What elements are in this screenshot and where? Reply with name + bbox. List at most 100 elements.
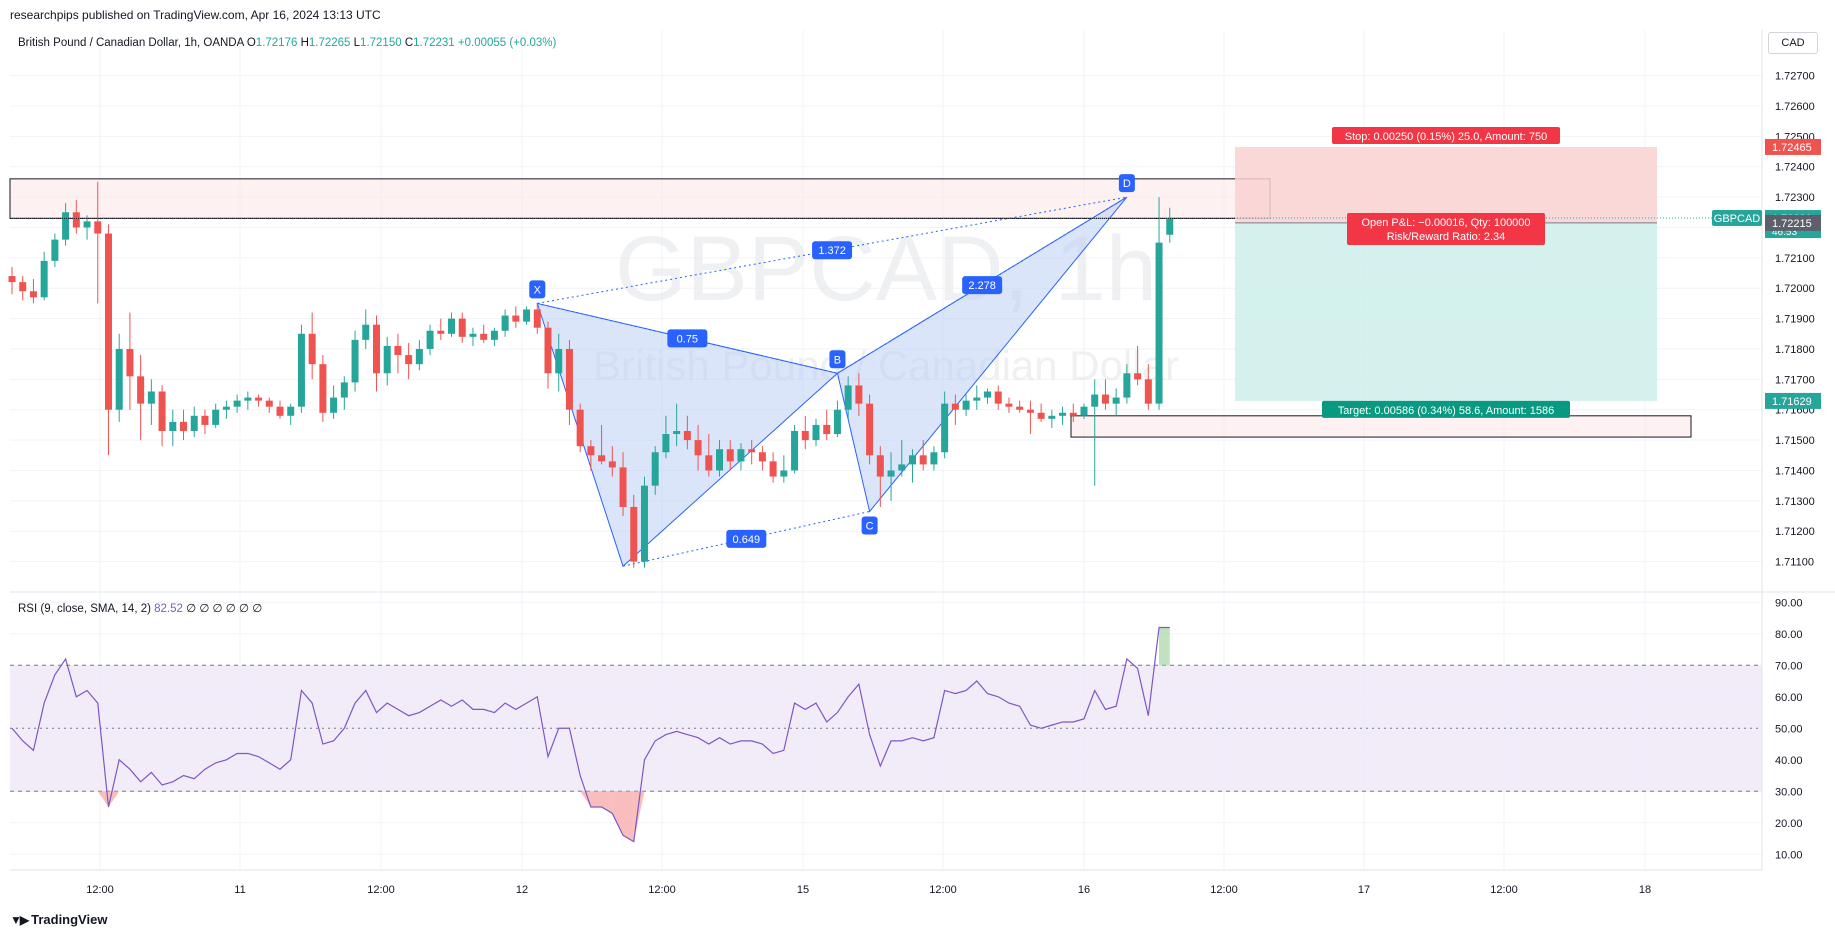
candle-body [1048, 415, 1056, 419]
tradingview-logo[interactable]: ▼▶ TradingView [10, 912, 107, 927]
candle-body [29, 291, 37, 298]
rsi-line [11, 626, 1170, 843]
ratio-label-bg [726, 529, 767, 548]
candle [780, 455, 788, 483]
candle-body [40, 260, 48, 298]
candle [726, 440, 734, 471]
candle-body [823, 424, 831, 435]
candle-body [587, 446, 595, 456]
legend: British Pound / Canadian Dollar, 1h, OAN… [18, 37, 557, 615]
currency-button[interactable]: CAD [1768, 32, 1818, 54]
candle-body [769, 461, 777, 477]
point-label-text: X [534, 284, 542, 296]
candle-body [458, 318, 466, 337]
candle [962, 394, 970, 416]
candle [126, 312, 134, 410]
price-tick-label: 1.71500 [1775, 435, 1815, 447]
candle-body [212, 409, 220, 425]
candle [233, 394, 241, 413]
candle-body [876, 455, 884, 477]
candle [1144, 364, 1152, 410]
position-labels: Stop: 0.00250 (0.15%) 25.0, Amount: 750 O… [1322, 126, 1570, 418]
candle-body [469, 333, 477, 337]
candle [640, 476, 648, 568]
candle [490, 327, 498, 346]
candle [1155, 197, 1163, 410]
candle-body [673, 430, 681, 435]
rsi-oversold-fill [97, 791, 109, 808]
candle [212, 403, 220, 428]
candle [791, 424, 799, 474]
candle-body [405, 355, 413, 365]
candle [372, 315, 380, 392]
candle [951, 394, 959, 425]
legend-part: O [247, 37, 256, 49]
price-tick-label: 1.72700 [1775, 71, 1815, 83]
time-tick-label: 18 [1639, 884, 1651, 896]
candle [469, 327, 477, 346]
price-tag-countdown: 46:53 [1772, 227, 1797, 238]
ratio-label-text: 2.278 [968, 280, 996, 292]
candle-body [748, 449, 756, 453]
ratio-label-bg [667, 329, 708, 348]
symbol-tag-bg [1712, 210, 1762, 227]
stop-label-bg [1332, 126, 1560, 144]
point-label-bg [1118, 174, 1135, 193]
candle-body [984, 391, 992, 398]
candle [908, 449, 916, 483]
candle [523, 306, 531, 325]
ratio-line [837, 196, 1128, 374]
point-label-text: C [866, 520, 874, 532]
candle-body [297, 333, 305, 407]
candle-body [222, 406, 230, 410]
candle [458, 312, 466, 343]
candle [29, 279, 37, 304]
candle [866, 394, 874, 465]
candle [394, 333, 402, 374]
candle-body [62, 212, 70, 240]
candle-body [319, 364, 327, 413]
ratio-label-text: 0.649 [733, 534, 761, 546]
rsi-oversold-fill [580, 791, 591, 808]
candle-body [244, 397, 252, 401]
candle-body [919, 455, 927, 465]
rsi-tick-label: 60.00 [1775, 692, 1803, 704]
candle [1037, 403, 1045, 422]
candle-body [330, 397, 338, 413]
price-tick-label: 1.72100 [1775, 253, 1815, 265]
candle-body [855, 385, 863, 404]
ratio-line [537, 302, 838, 374]
candle-body [1166, 218, 1174, 235]
rsi-oversold-fill [612, 791, 624, 836]
rsi-tick-label: 80.00 [1775, 629, 1803, 641]
candle-body [1059, 412, 1067, 416]
rsi-legend: RSI (9, close, SMA, 14, 2) 82.52 ∅ ∅ ∅ ∅… [18, 603, 262, 615]
candle-body [640, 485, 648, 562]
candle-body [190, 415, 198, 431]
candle [83, 215, 91, 240]
candle [673, 403, 681, 447]
candle-body [833, 409, 841, 435]
rsi-legend-part: 82.52 [154, 603, 186, 615]
price-tag: 1.72215 [1765, 214, 1821, 231]
candle [62, 203, 70, 246]
candle [994, 385, 1002, 410]
candle [716, 440, 724, 477]
tradingview-logo-text: TradingView [31, 912, 108, 927]
price-tag-value: 1.72465 [1772, 142, 1812, 154]
candle-body [94, 221, 102, 234]
stop-area [1235, 146, 1657, 223]
candle [555, 333, 563, 392]
candle [297, 324, 305, 413]
candle [201, 409, 209, 435]
candle [190, 406, 198, 438]
candle [362, 309, 370, 349]
candle-body [994, 391, 1002, 404]
point-label-text: B [834, 354, 841, 366]
candle-body [1101, 394, 1109, 404]
candle [383, 336, 391, 386]
rsi-oversold-fill [601, 791, 613, 814]
candle [51, 233, 59, 267]
candle [115, 333, 123, 422]
